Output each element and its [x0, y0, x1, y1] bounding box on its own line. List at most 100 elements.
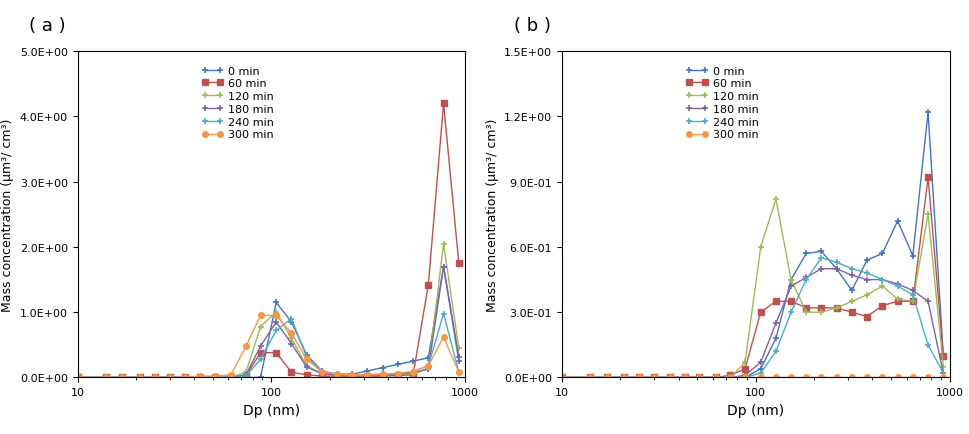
- 180 min: [300, 365, 312, 370]
- 120 min: [709, 375, 721, 380]
- 120 min: [100, 375, 111, 380]
- 240 min: [225, 375, 236, 380]
- 240 min: [556, 375, 568, 380]
- 240 min: [134, 375, 145, 380]
- 300 min: [453, 370, 465, 375]
- 60 min: [331, 374, 343, 379]
- 180 min: [270, 319, 282, 325]
- 120 min: [634, 375, 645, 380]
- Legend: 0 min, 60 min, 120 min, 180 min, 240 min, 300 min: 0 min, 60 min, 120 min, 180 min, 240 min…: [684, 64, 761, 142]
- 60 min: [816, 306, 828, 311]
- 60 min: [134, 375, 145, 380]
- 300 min: [709, 375, 721, 380]
- 0 min: [709, 375, 721, 380]
- 300 min: [377, 372, 389, 377]
- 0 min: [846, 288, 858, 293]
- 120 min: [164, 375, 175, 380]
- Line: 240 min: 240 min: [558, 255, 947, 381]
- 180 min: [618, 375, 630, 380]
- Line: 0 min: 0 min: [558, 109, 947, 381]
- 300 min: [407, 369, 419, 374]
- 240 min: [648, 375, 660, 380]
- 60 min: [316, 374, 328, 379]
- 180 min: [149, 375, 161, 380]
- 0 min: [453, 358, 465, 364]
- 240 min: [664, 375, 675, 380]
- 240 min: [316, 369, 328, 374]
- 240 min: [846, 266, 858, 272]
- 240 min: [584, 375, 596, 380]
- 60 min: [179, 375, 191, 380]
- Text: ( b ): ( b ): [514, 17, 550, 35]
- 300 min: [72, 375, 83, 380]
- 300 min: [861, 375, 873, 380]
- 180 min: [209, 375, 221, 380]
- 300 min: [179, 375, 191, 380]
- 60 min: [116, 375, 128, 380]
- 0 min: [361, 368, 373, 374]
- 240 min: [634, 375, 645, 380]
- 180 min: [116, 375, 128, 380]
- Line: 180 min: 180 min: [74, 263, 462, 381]
- 120 min: [270, 310, 282, 315]
- 120 min: [240, 370, 252, 375]
- 0 min: [300, 352, 312, 358]
- 120 min: [694, 375, 705, 380]
- 180 min: [316, 371, 328, 376]
- 180 min: [255, 344, 266, 349]
- 0 min: [725, 375, 736, 380]
- 300 min: [392, 371, 404, 376]
- 60 min: [209, 375, 221, 380]
- 0 min: [377, 365, 389, 371]
- 0 min: [149, 375, 161, 380]
- 180 min: [134, 375, 145, 380]
- 120 min: [225, 375, 236, 380]
- 60 min: [377, 374, 389, 379]
- 0 min: [346, 372, 358, 377]
- 300 min: [225, 372, 236, 378]
- 120 min: [664, 375, 675, 380]
- 300 min: [800, 375, 812, 380]
- 60 min: [255, 350, 266, 355]
- 300 min: [679, 375, 691, 380]
- 120 min: [556, 375, 568, 380]
- 300 min: [100, 375, 111, 380]
- 120 min: [438, 241, 450, 247]
- 240 min: [938, 371, 950, 376]
- 120 min: [72, 375, 83, 380]
- 120 min: [361, 373, 373, 378]
- 0 min: [694, 375, 705, 380]
- 120 min: [938, 364, 950, 369]
- 180 min: [195, 375, 206, 380]
- 240 min: [755, 371, 766, 376]
- 60 min: [648, 375, 660, 380]
- 300 min: [422, 363, 434, 368]
- 180 min: [891, 282, 903, 287]
- 60 min: [785, 299, 797, 304]
- 0 min: [755, 366, 766, 372]
- 120 min: [453, 345, 465, 351]
- 300 min: [664, 375, 675, 380]
- 0 min: [922, 110, 934, 115]
- Legend: 0 min, 60 min, 120 min, 180 min, 240 min, 300 min: 0 min, 60 min, 120 min, 180 min, 240 min…: [200, 64, 276, 142]
- 0 min: [316, 368, 328, 374]
- 300 min: [907, 375, 919, 380]
- 240 min: [270, 328, 282, 333]
- 240 min: [438, 311, 450, 316]
- 240 min: [709, 375, 721, 380]
- 60 min: [584, 375, 596, 380]
- 300 min: [134, 375, 145, 380]
- 240 min: [679, 375, 691, 380]
- 0 min: [100, 375, 111, 380]
- 180 min: [392, 372, 404, 377]
- 0 min: [861, 258, 873, 263]
- 240 min: [407, 369, 419, 374]
- 0 min: [664, 375, 675, 380]
- 240 min: [240, 374, 252, 379]
- 240 min: [907, 293, 919, 298]
- 180 min: [286, 341, 297, 346]
- 120 min: [300, 363, 312, 368]
- 300 min: [938, 375, 950, 380]
- 120 min: [407, 371, 419, 376]
- 0 min: [800, 251, 812, 256]
